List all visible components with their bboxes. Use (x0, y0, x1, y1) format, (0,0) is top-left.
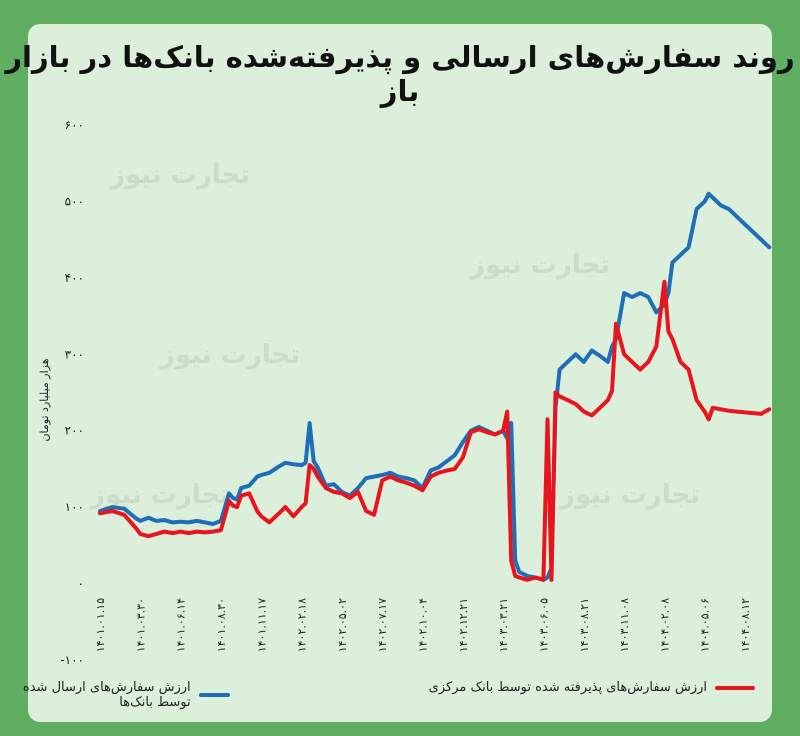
x-tick-label: ۱۴۰۲.۱۰.۰۴ (417, 598, 430, 652)
watermark: تجارت نیوز (560, 480, 701, 510)
y-tick-label: ۱۰۰ (65, 500, 84, 514)
legend-item-accepted: ارزش سفارش‌های پذیرفته شده توسط بانک مرک… (429, 680, 755, 695)
y-tick-label: -۱۰۰ (60, 653, 84, 667)
x-tick-label: ۱۴۰۴.۰۸.۱۲ (739, 598, 752, 652)
y-tick-label: ۲۰۰ (65, 424, 84, 438)
watermark: تجارت نیوز (110, 160, 251, 190)
y-tick-label: ۴۰۰ (65, 271, 84, 285)
x-tick-label: ۱۴۰۲.۱۲.۲۱ (457, 598, 470, 652)
watermark: تجارت نیوز (160, 340, 301, 370)
legend-swatch-sent (198, 693, 230, 697)
y-axis-label: هزار میلیارد تومان (38, 358, 51, 441)
x-tick-label: ۱۴۰۱.۰۱.۱۵ (94, 598, 107, 652)
x-tick-label: ۱۴۰۱.۰۸.۳۰ (215, 598, 228, 652)
x-tick-label: ۱۴۰۲.۰۵.۰۲ (336, 598, 349, 652)
series-line-sent (98, 191, 772, 582)
watermark: تجارت نیوز (90, 480, 231, 510)
y-tick-label: ۶۰۰ (65, 118, 84, 132)
x-tick-label: ۱۴۰۳.۱۱.۰۸ (618, 598, 631, 652)
y-tick-label: ۳۰۰ (65, 347, 84, 361)
chart-card (28, 24, 772, 722)
legend: ارزش سفارش‌های ارسال شده توسط بانک‌ها ار… (0, 680, 800, 710)
x-tick-label: ۱۴۰۱.۰۳.۳۰ (134, 598, 147, 652)
chart-title: روند سفارش‌های ارسالی و پذیرفته‌شده بانک… (5, 40, 795, 108)
x-tick-label: ۱۴۰۳.۰۳.۲۱ (497, 598, 510, 652)
legend-swatch-accepted (715, 685, 755, 690)
y-tick-label: ۰ (78, 577, 84, 591)
x-tick-label: ۱۴۰۳.۰۸.۲۱ (578, 598, 591, 652)
x-tick-label: ۱۴۰۴.۰۲.۰۸ (658, 598, 671, 652)
x-tick-label: ۱۴۰۱.۰۶.۱۴ (175, 598, 188, 652)
x-tick-label: ۱۴۰۴.۰۵.۰۶ (699, 598, 712, 652)
legend-item-sent: ارزش سفارش‌های ارسال شده توسط بانک‌ها (0, 680, 230, 710)
series-line-accepted (98, 279, 772, 582)
x-tick-label: ۱۴۰۲.۰۲.۱۸ (296, 598, 309, 652)
x-tick-label: ۱۴۰۳.۰۶.۰۵ (537, 598, 550, 652)
x-tick-label: ۱۴۰۲.۰۷.۱۷ (376, 598, 389, 652)
legend-label-accepted: ارزش سفارش‌های پذیرفته شده توسط بانک مرک… (428, 680, 707, 695)
y-tick-label: ۵۰۰ (65, 194, 84, 208)
watermark: تجارت نیوز (470, 250, 611, 280)
legend-label-sent: ارزش سفارش‌های ارسال شده توسط بانک‌ها (22, 680, 191, 710)
x-tick-label: ۱۴۰۱.۱۱.۱۷ (255, 598, 268, 652)
